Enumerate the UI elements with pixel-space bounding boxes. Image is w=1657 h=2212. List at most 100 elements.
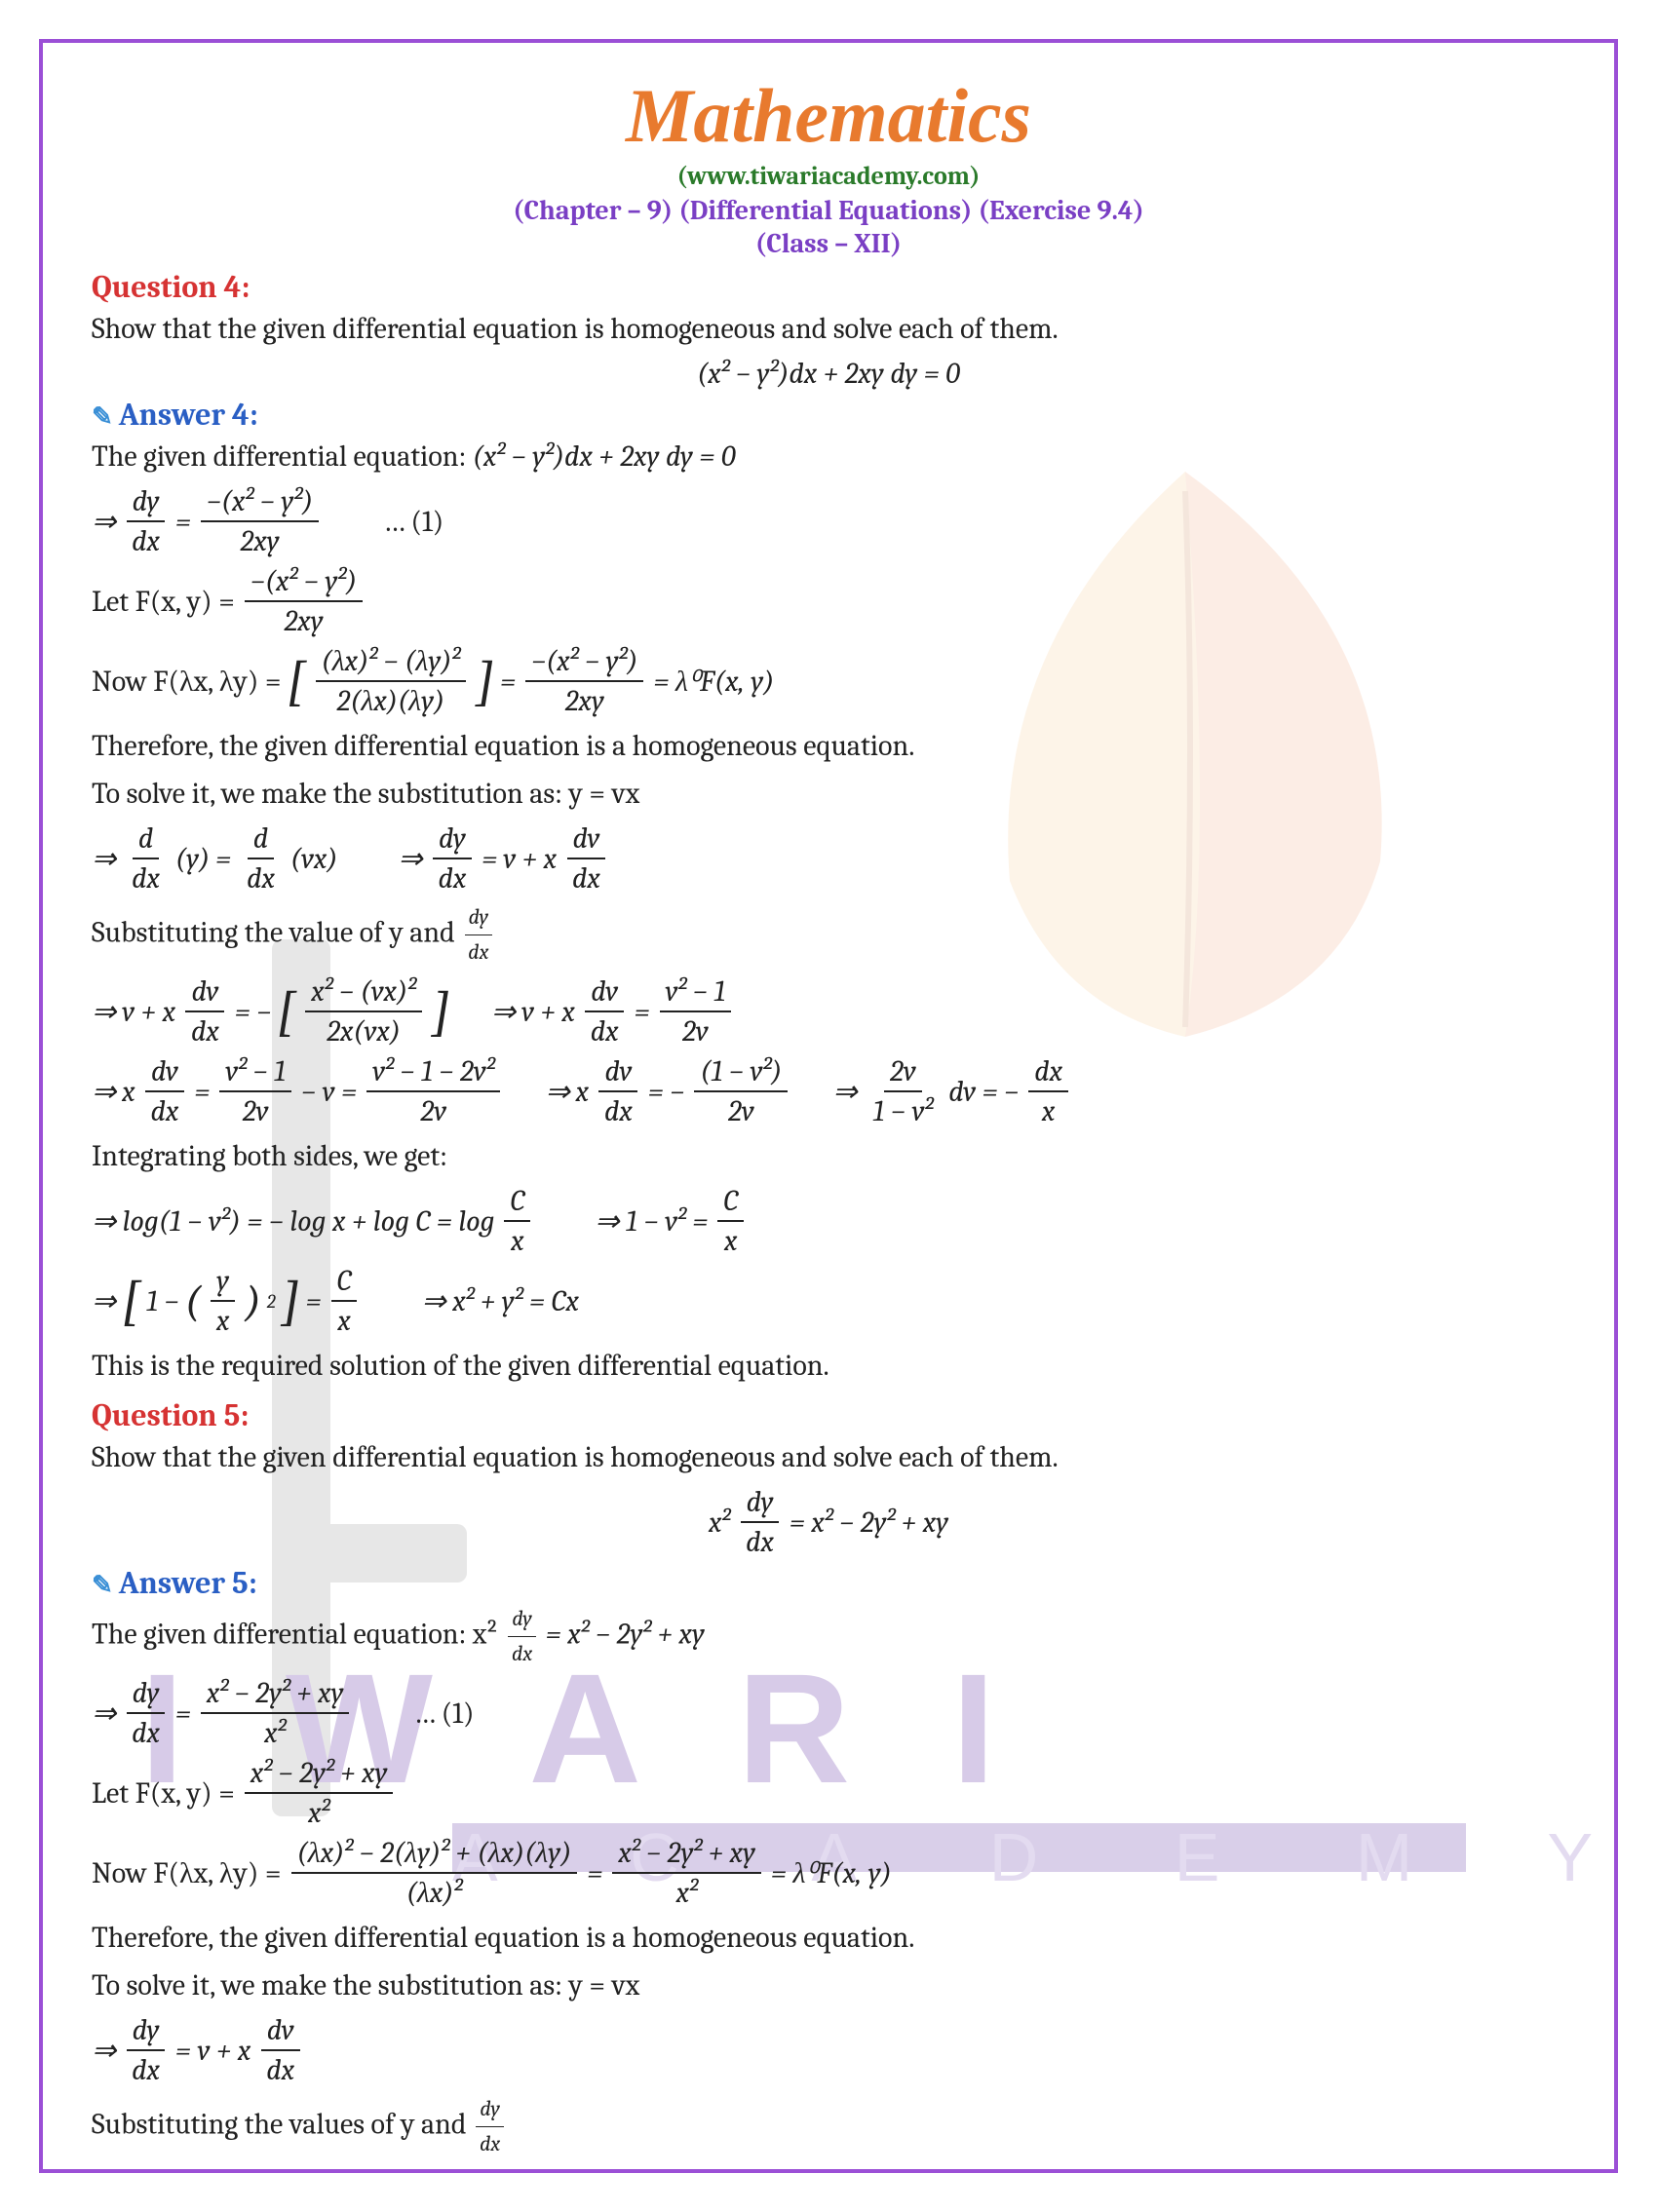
q4-now: Now F(λx, λy) = [ (λx)² − (λy)²2(λx)(λy)… <box>92 644 1565 718</box>
v: (vx) <box>290 842 337 876</box>
a: 1 − <box>146 1284 178 1318</box>
l: v + x <box>122 995 175 1029</box>
l: x² <box>709 1506 730 1540</box>
n: C <box>717 1184 744 1222</box>
n: dx <box>1028 1054 1068 1092</box>
n: dy <box>508 1603 535 1637</box>
n: (1 − v²) <box>694 1054 788 1092</box>
n: dy <box>127 1676 166 1714</box>
q4-i2: ⇒ [1 − (yx)2 ] = Cx ⇒ x² + y² = Cx <box>92 1264 1565 1338</box>
d: x² <box>302 1794 335 1830</box>
d: dx <box>241 859 281 896</box>
t: Substituting the values of y and <box>92 2108 473 2142</box>
d: dx <box>126 1714 166 1750</box>
answer-4-heading: Answer 4: <box>92 397 1565 433</box>
d: dx <box>260 2051 300 2087</box>
page-border: I W A R I A C A D E M Y Mathematics (www… <box>39 39 1618 2173</box>
n: dv <box>185 974 224 1012</box>
r: = x² − 2y² + xy <box>790 1506 948 1540</box>
d: dx <box>126 859 166 896</box>
tail: = λ⁰F(x, y) <box>653 665 774 699</box>
n: d <box>133 821 159 859</box>
n: x² − 2y² + xy <box>612 1836 761 1874</box>
q4-s2: ⇒ x dvdx = v² − 12v − v = v² − 1 − 2v²2v… <box>92 1054 1565 1128</box>
d: dx <box>126 522 166 558</box>
d: x² <box>258 1714 291 1750</box>
page-content: Mathematics (www.tiwariacademy.com) (Cha… <box>92 72 1565 2160</box>
r: v + x <box>503 842 557 876</box>
q5-therefore: Therefore, the given differential equati… <box>92 1916 1565 1960</box>
n: dy <box>465 901 492 935</box>
answer-5-heading: Answer 5: <box>92 1565 1565 1601</box>
question-5-heading: Question 5: <box>92 1397 1565 1433</box>
d: 2v <box>237 1092 275 1128</box>
d: x <box>1036 1092 1060 1128</box>
d: 2v <box>676 1012 714 1049</box>
n: dy <box>476 2093 503 2127</box>
q4-sub-text: Substituting the value of y and dydx <box>92 901 1565 969</box>
q4-step1: ⇒ dydx = −(x² − y²)2xy … (1) <box>92 484 1565 558</box>
website-line: (www.tiwariacademy.com) <box>92 162 1565 191</box>
answer-5-given: The given differential equation: x² dydx… <box>92 1603 1565 1670</box>
class-line: (Class – XII) <box>92 228 1565 259</box>
question-4-heading: Question 4: <box>92 269 1565 305</box>
d: 2v <box>414 1092 452 1128</box>
n: 2v <box>884 1054 922 1092</box>
n: C <box>331 1264 358 1302</box>
question-5-equation: x² dydx = x² − 2y² + xy <box>92 1485 1565 1559</box>
x: x <box>122 1075 135 1109</box>
q5-let: Let F(x, y) = x² − 2y² + xyx² <box>92 1756 1565 1830</box>
q4-i1: ⇒ log(1 − v²) = − log x + log C = log Cx… <box>92 1184 1565 1258</box>
n: v² − 1 <box>219 1054 291 1092</box>
dv: dv = − <box>948 1075 1019 1109</box>
q4-deriv: ⇒ ddx(y) = ddx(vx) ⇒ dydx = v + x dvdx <box>92 821 1565 896</box>
question-4-prompt: Show that the given differential equatio… <box>92 307 1565 351</box>
d: x <box>211 1302 235 1338</box>
n: x² − 2y² + xy <box>201 1676 350 1714</box>
question-4-equation: (x² − y²)dx + 2xy dy = 0 <box>92 357 1565 391</box>
n: x² − (vx)² <box>305 974 422 1012</box>
d: 2xy <box>278 602 328 638</box>
d: dx <box>508 1637 536 1670</box>
d: dx <box>476 2127 504 2160</box>
d: dx <box>740 1523 780 1559</box>
eq-tag: … (1) <box>383 505 443 539</box>
l: ⇒ log(1 − v²) = − log x + log C = log <box>92 1204 494 1239</box>
d: dx <box>464 935 492 969</box>
n: dv <box>598 1054 637 1092</box>
q5-step1: ⇒ dydx = x² − 2y² + xyx² … (1) <box>92 1676 1565 1750</box>
m: − v = <box>301 1075 357 1109</box>
page-title: Mathematics <box>92 72 1565 160</box>
given-prefix: The given differential equation: <box>92 439 473 474</box>
q4-integrating: Integrating both sides, we get: <box>92 1134 1565 1178</box>
q4-therefore: Therefore, the given differential equati… <box>92 724 1565 768</box>
q5-deriv: ⇒ dydx = v + x dvdx <box>92 2013 1565 2087</box>
d: 1 − v² <box>867 1092 939 1128</box>
t: Substituting the value of y and <box>92 916 461 950</box>
n: v² − 1 <box>660 974 732 1012</box>
d: dx <box>145 1092 185 1128</box>
t: = λ⁰F(x, y) <box>771 1856 892 1890</box>
p: Let F(x, y) = <box>92 1776 235 1811</box>
answer-4-given: The given differential equation: (x² − y… <box>92 435 1565 478</box>
given-eq: (x² − y²)dx + 2xy dy = 0 <box>473 439 736 474</box>
d: x² <box>671 1874 704 1910</box>
d: dx <box>126 2051 166 2087</box>
n: y <box>211 1264 235 1302</box>
n: (λx)² − 2(λy)² + (λx)(λy) <box>291 1836 578 1874</box>
n: dy <box>127 2013 166 2051</box>
n: dv <box>585 974 624 1012</box>
q4-substitution: To solve it, we make the substitution as… <box>92 772 1565 816</box>
d: 2xy <box>559 682 610 718</box>
n: −(x² − y²) <box>525 644 643 682</box>
n: (λx)² − (λy)² <box>316 644 467 682</box>
x: x <box>576 1075 589 1109</box>
d: dx <box>598 1092 638 1128</box>
r: = x² − 2y² + xy <box>539 1618 705 1652</box>
n: x² − 2y² + xy <box>245 1756 394 1794</box>
q4-let: Let F(x, y) = −(x² − y²)2xy <box>92 564 1565 638</box>
question-5-prompt: Show that the given differential equatio… <box>92 1435 1565 1479</box>
n: −(x² − y²) <box>201 484 319 522</box>
d: dx <box>433 859 473 896</box>
t: … (1) <box>413 1697 474 1731</box>
